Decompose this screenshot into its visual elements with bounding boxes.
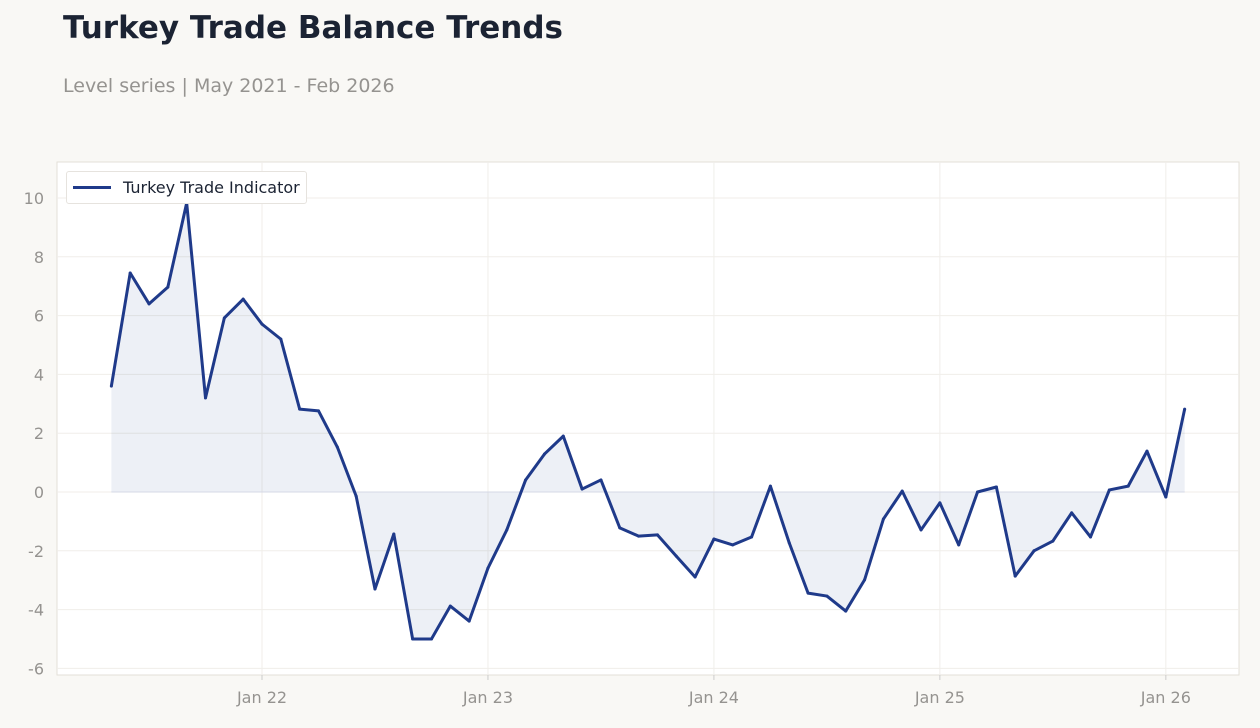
data-point bbox=[976, 490, 980, 494]
data-point bbox=[1032, 549, 1036, 553]
data-point bbox=[392, 532, 396, 536]
data-point bbox=[561, 434, 565, 438]
y-tick-label: -6 bbox=[28, 659, 44, 678]
data-point bbox=[750, 535, 754, 539]
data-point bbox=[1183, 407, 1187, 411]
area-fill bbox=[111, 202, 1185, 640]
x-tick-label: Jan 22 bbox=[236, 688, 287, 707]
series-line bbox=[109, 201, 1187, 641]
data-point bbox=[166, 285, 170, 289]
data-point bbox=[1089, 535, 1093, 539]
data-point bbox=[467, 619, 471, 623]
data-point bbox=[919, 528, 923, 532]
legend: Turkey Trade Indicator bbox=[66, 171, 307, 204]
data-point bbox=[1107, 488, 1111, 492]
data-point bbox=[599, 478, 603, 482]
data-point bbox=[354, 494, 358, 498]
data-point bbox=[486, 566, 490, 570]
y-tick-label: -2 bbox=[28, 542, 44, 561]
data-point bbox=[524, 478, 528, 482]
y-tick-label: 0 bbox=[34, 483, 44, 502]
y-tick-label: 8 bbox=[34, 248, 44, 267]
x-tick-label: Jan 25 bbox=[914, 688, 965, 707]
data-point bbox=[938, 501, 942, 505]
data-point bbox=[373, 587, 377, 591]
data-point bbox=[712, 537, 716, 541]
data-point bbox=[147, 302, 151, 306]
data-point bbox=[618, 526, 622, 530]
data-point bbox=[335, 445, 339, 449]
x-tick-label: Jan 23 bbox=[462, 688, 513, 707]
data-point bbox=[731, 543, 735, 547]
y-tick-label: 10 bbox=[24, 189, 44, 208]
data-point bbox=[580, 487, 584, 491]
data-point bbox=[957, 543, 961, 547]
data-point bbox=[1164, 495, 1168, 499]
data-point bbox=[655, 533, 659, 537]
y-tick-label: 2 bbox=[34, 424, 44, 443]
data-point bbox=[411, 637, 415, 641]
data-point bbox=[994, 485, 998, 489]
data-point bbox=[222, 316, 226, 320]
data-point bbox=[881, 517, 885, 521]
data-point bbox=[674, 554, 678, 558]
data-point bbox=[787, 541, 791, 545]
chart-subtitle: Level series | May 2021 - Feb 2026 bbox=[63, 75, 395, 97]
data-point bbox=[863, 578, 867, 582]
legend-label: Turkey Trade Indicator bbox=[123, 178, 300, 197]
data-point bbox=[693, 575, 697, 579]
data-point bbox=[768, 484, 772, 488]
data-point bbox=[542, 452, 546, 456]
data-point bbox=[260, 322, 264, 326]
data-point bbox=[429, 637, 433, 641]
data-point bbox=[1145, 449, 1149, 453]
y-tick-label: -4 bbox=[28, 601, 44, 620]
data-point bbox=[279, 337, 283, 341]
data-point bbox=[316, 409, 320, 413]
data-point bbox=[109, 384, 113, 388]
data-point bbox=[1051, 539, 1055, 543]
legend-swatch bbox=[73, 186, 111, 189]
y-tick-label: 4 bbox=[34, 365, 44, 384]
data-point bbox=[825, 594, 829, 598]
data-point bbox=[505, 528, 509, 532]
data-point bbox=[204, 396, 208, 400]
data-point bbox=[298, 407, 302, 411]
data-point bbox=[844, 609, 848, 613]
y-tick-label: 6 bbox=[34, 307, 44, 326]
data-point bbox=[448, 604, 452, 608]
plot-area bbox=[56, 161, 1240, 676]
x-tick-label: Jan 26 bbox=[1140, 688, 1191, 707]
data-point bbox=[1126, 484, 1130, 488]
chart-title: Turkey Trade Balance Trends bbox=[63, 10, 563, 46]
data-point bbox=[1070, 511, 1074, 515]
data-point bbox=[1013, 574, 1017, 578]
data-point bbox=[128, 271, 132, 275]
x-tick-label: Jan 24 bbox=[688, 688, 739, 707]
data-point bbox=[637, 534, 641, 538]
data-point bbox=[806, 591, 810, 595]
data-point bbox=[900, 489, 904, 493]
data-point bbox=[241, 297, 245, 301]
